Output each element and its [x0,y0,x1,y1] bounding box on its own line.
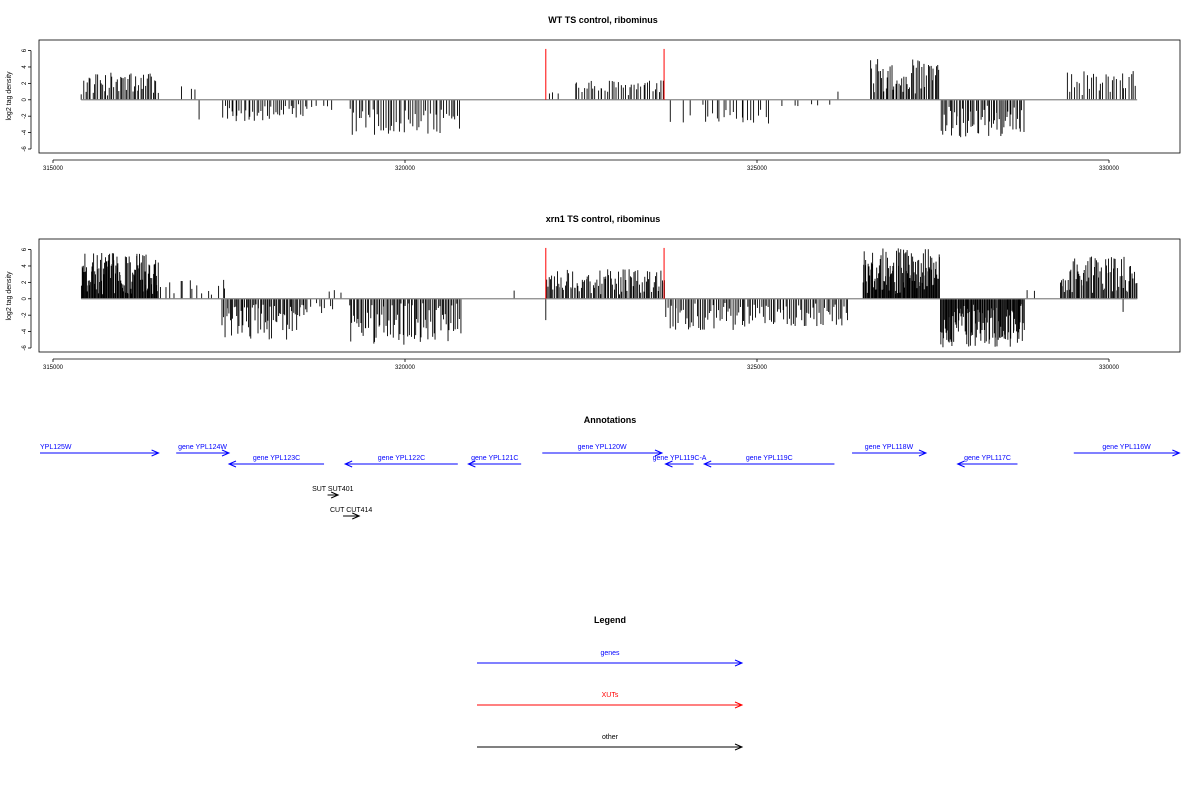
y-tick-label: 4 [22,65,28,69]
y-tick-label: -6 [22,146,28,152]
x-tick-label: 315000 [43,166,64,172]
y-tick-label: 2 [22,81,28,85]
feature-label: gene YPL117C [964,455,1011,462]
x-tick-label: 325000 [747,365,768,371]
y-tick-label: -4 [22,328,28,334]
feature-label: SUT SUT401 [312,486,354,493]
feature-label: YPL125W [40,444,72,451]
feature-10: gene YPL116W [1073,444,1181,457]
feature-2: gene YPL123C [227,455,325,468]
feature-label: gene YPL119C-A [653,455,707,462]
legend-arrow-head [734,743,744,751]
arrow-head [330,491,340,499]
feature-4: gene YPL121C [467,455,522,468]
legend-entry-other: other [477,734,744,751]
annotations-title: Annotations [584,415,637,425]
arrow-head [1172,449,1181,457]
y-tick-label: -2 [22,312,28,318]
feature-label: gene YPL121C [471,455,518,462]
y-tick-label: -6 [22,345,28,351]
x-tick-label: 330000 [1099,166,1120,172]
arrow-head [352,512,361,520]
legend-entry-XUTs: XUTs [477,692,744,709]
y-tick-label: 6 [22,48,28,52]
axes: -6 -4 -2 0 2 4 6 315000 320000 325000 330000 [22,48,1120,172]
arrow-head [654,449,664,457]
y-tick-label: 0 [22,97,28,101]
feature-6: gene YPL119C-A [653,455,707,468]
y-tick-label: 2 [22,280,28,284]
arrow-head [664,460,673,468]
feature-label: gene YPL118W [865,444,914,451]
feature-3: gene YPL122C [343,455,458,468]
legend-entry-genes: genes [477,650,744,667]
legend: Legend genes XUTs other [477,615,744,751]
legend-arrow-head [734,659,744,667]
legend-label: XUTs [602,692,619,699]
legend-title: Legend [594,615,626,625]
x-tick-label: 325000 [747,166,768,172]
legend-arrow-head [734,701,744,709]
arrow-head [467,460,476,468]
density-bars [80,48,1138,138]
panel-title: xrn1 TS control, ribominus [546,214,661,224]
feature-5: gene YPL120W [542,444,664,457]
y-tick-label: 6 [22,247,28,251]
feature-9: gene YPL117C [956,455,1018,468]
feature-label: gene YPL119C [746,455,793,462]
plot-frame [38,238,1181,353]
arrow-head [918,449,928,457]
feature-label: gene YPL122C [378,455,425,462]
y-tick-label: -2 [22,113,28,119]
feature-12: CUT CUT414 [330,507,372,520]
y-tick-label: 0 [22,296,28,300]
x-tick-label: 315000 [43,365,64,371]
density-bars [80,247,1138,348]
feature-label: gene YPL124W [178,444,227,451]
feature-label: gene YPL116W [1102,444,1151,451]
y-tick-label: 4 [22,264,28,268]
feature-1: gene YPL124W [176,444,231,457]
feature-label: gene YPL120W [578,444,627,451]
annotations-track: Annotations YPL125W gene YPL124W gene YPL1… [40,415,1181,520]
y-axis-label: log2 tag density [6,271,13,321]
feature-label: gene YPL123C [253,455,300,462]
arrow-head [151,449,160,457]
x-tick-label: 330000 [1099,365,1120,371]
panel-title: WT TS control, ribominus [548,15,658,25]
arrow-head [343,460,353,468]
feature-0: YPL125W [40,444,160,457]
y-axis-label: log2 tag density [6,71,13,121]
feature-8: gene YPL118W [852,444,928,457]
x-tick-label: 320000 [395,166,416,172]
arrow-head [702,460,712,468]
arrow-head [221,449,231,457]
y-tick-label: -4 [22,129,28,135]
legend-label: genes [600,650,620,657]
arrow-head [227,460,237,468]
panel-wt: WT TS control, ribominus log2 tag densit… [6,15,1181,172]
feature-7: gene YPL119C [702,455,835,468]
x-tick-label: 320000 [395,365,416,371]
feature-11: SUT SUT401 [312,486,354,499]
plot-frame [38,39,1181,154]
panel-xrn1: xrn1 TS control, ribominus log2 tag dens… [6,214,1181,371]
axes: -6 -4 -2 0 2 4 6 315000 320000 325000 330000 [22,247,1120,371]
feature-label: CUT CUT414 [330,507,372,514]
arrow-head [956,460,965,468]
legend-label: other [602,734,619,741]
